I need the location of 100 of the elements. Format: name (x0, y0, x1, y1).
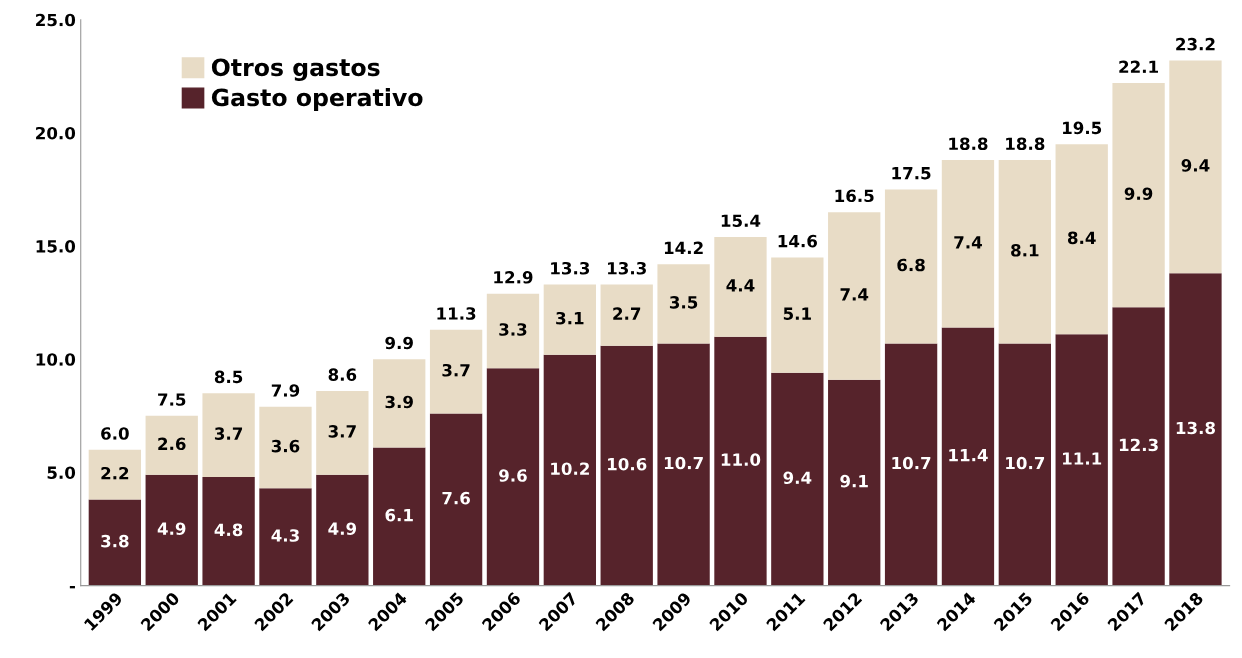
bar (998, 343, 1051, 586)
legend-label: Otros gastos (211, 58, 380, 82)
data-label: 8.4 (1067, 231, 1096, 245)
bar (543, 354, 597, 586)
data-label: 4.9 (157, 522, 186, 535)
total-label: 18.8 (949, 137, 988, 151)
data-label: 3.7 (442, 363, 470, 377)
total-label: 12.9 (494, 271, 533, 284)
bar (828, 212, 881, 380)
data-label: 2.2 (101, 466, 129, 480)
bar (145, 415, 198, 475)
bar (771, 372, 824, 586)
data-label: 7.4 (840, 288, 869, 301)
data-label: 3.7 (214, 427, 243, 440)
data-label: 9.9 (1124, 187, 1153, 200)
total-label: 13.3 (551, 261, 590, 275)
data-label: 3.6 (271, 439, 300, 453)
data-label: 9.6 (499, 469, 527, 482)
data-label: 9.4 (1181, 159, 1210, 172)
bar (429, 329, 483, 414)
total-label: 11.3 (437, 307, 476, 320)
data-label: 13.8 (1176, 421, 1215, 435)
total-label: 23.2 (1176, 37, 1215, 51)
data-label: 10.6 (608, 457, 647, 471)
bar (429, 413, 483, 586)
data-label: 10.7 (1006, 456, 1045, 470)
bar (1169, 273, 1222, 586)
bar (88, 499, 142, 586)
data-label: 4.9 (328, 522, 357, 535)
bar (884, 189, 938, 344)
bar (1112, 307, 1165, 586)
total-label: 19.5 (1063, 121, 1102, 135)
data-label: 4.8 (214, 523, 243, 537)
bar (145, 474, 198, 586)
data-label: 11.1 (1063, 452, 1102, 465)
data-label: 3.1 (556, 311, 584, 325)
total-label: 8.6 (328, 368, 357, 381)
total-label: 16.5 (835, 189, 874, 203)
data-label: 11.0 (721, 453, 761, 466)
total-label: 8.5 (214, 370, 243, 384)
bar (486, 368, 540, 586)
bar (1055, 334, 1108, 586)
bar (771, 257, 824, 373)
y-tick-label: 10.0 (36, 353, 76, 366)
y-tick-label: 5.0 (47, 466, 76, 480)
bar (1055, 144, 1108, 335)
bar (373, 447, 426, 586)
bar (657, 264, 710, 344)
data-label: 9.1 (840, 474, 868, 488)
bar (714, 237, 767, 337)
data-label: 7.4 (954, 236, 982, 249)
bar (88, 449, 142, 500)
total-label: 7.5 (158, 393, 186, 406)
bar (316, 390, 369, 475)
y-tick-label: - (69, 585, 75, 589)
y-tick-label: 25.0 (36, 13, 76, 27)
data-label: 4.4 (726, 279, 755, 292)
bar (714, 336, 767, 586)
total-label: 13.3 (608, 261, 646, 275)
data-label: 9.4 (783, 471, 812, 485)
data-label: 11.4 (949, 449, 988, 462)
data-label: 8.1 (1011, 243, 1039, 257)
bar (316, 474, 369, 586)
bar (202, 476, 255, 586)
bar (1169, 60, 1222, 274)
data-label: 7.6 (442, 491, 470, 505)
legend-label: Gasto operativo (211, 88, 423, 111)
bar (259, 406, 312, 489)
total-label: 17.5 (892, 167, 931, 180)
bar (600, 284, 653, 346)
data-label: 3.5 (669, 296, 698, 309)
data-label: 10.7 (892, 456, 931, 470)
data-label: 2.7 (613, 307, 641, 320)
data-label: 3.7 (328, 425, 356, 438)
bar (1112, 83, 1165, 308)
bar (941, 160, 995, 328)
bar (259, 488, 312, 586)
bar (657, 343, 710, 586)
total-label: 14.6 (778, 234, 817, 248)
total-label: 14.2 (664, 241, 703, 254)
data-label: 10.2 (551, 462, 589, 476)
bar (373, 359, 426, 448)
data-label: 3.9 (385, 395, 413, 409)
total-label: 6.0 (101, 427, 129, 440)
y-tick-label: 20.0 (36, 126, 76, 140)
data-label: 5.1 (783, 307, 811, 320)
data-label: 6.1 (385, 508, 413, 522)
bar (486, 293, 540, 369)
bar (828, 379, 881, 586)
data-label: 10.7 (664, 456, 703, 470)
data-label: 3.3 (499, 323, 527, 336)
total-label: 9.9 (385, 336, 413, 350)
total-label: 15.4 (721, 214, 761, 228)
data-label: 3.8 (101, 534, 129, 548)
y-tick-label: 15.0 (36, 240, 76, 253)
bar (884, 343, 938, 586)
data-label: 4.3 (271, 529, 299, 542)
bar (600, 345, 653, 586)
total-label: 7.9 (271, 384, 300, 397)
data-label: 12.3 (1119, 438, 1158, 452)
